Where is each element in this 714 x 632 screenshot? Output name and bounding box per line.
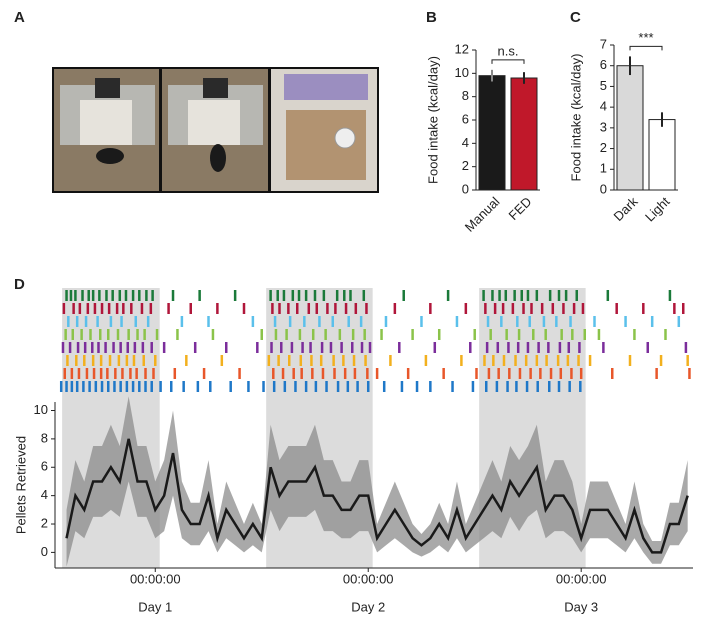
bar <box>478 75 506 191</box>
panel-label: B <box>426 9 437 26</box>
y-tick-label: 1 <box>600 161 607 176</box>
y-tick-label: 6 <box>462 111 469 126</box>
x-tick-label: Manual <box>462 194 503 235</box>
panel-label: C <box>570 9 581 26</box>
significance-bracket <box>491 59 525 64</box>
x-tick-label: FED <box>506 194 535 223</box>
x-tick-label: Dark <box>611 194 641 224</box>
photo-part <box>188 100 240 145</box>
x-tick-label: 00:00:00 <box>343 571 394 586</box>
photo-part <box>95 78 120 98</box>
y-axis-label: Food intake (kcal/day) <box>425 56 440 184</box>
y-tick-label: 0 <box>600 181 607 196</box>
bar <box>510 77 538 191</box>
x-tick-label: 00:00:00 <box>130 571 181 586</box>
panel-label: A <box>14 9 25 26</box>
y-tick-label: 6 <box>41 459 48 474</box>
photo-part <box>210 144 226 172</box>
annotation: *** <box>638 30 653 45</box>
y-tick-label: 8 <box>41 430 48 445</box>
y-tick-label: 5 <box>600 78 607 93</box>
panel-label: D <box>14 276 25 293</box>
y-tick-label: 6 <box>600 57 607 72</box>
photo-part <box>334 127 356 149</box>
photo-part <box>203 78 228 98</box>
y-tick-label: 8 <box>462 88 469 103</box>
bar <box>648 119 676 191</box>
day-label: Day 1 <box>138 599 172 614</box>
y-tick-label: 0 <box>462 181 469 196</box>
photo-part <box>286 110 366 180</box>
photo-part <box>96 148 124 164</box>
y-tick-label: 10 <box>34 402 48 417</box>
bar <box>616 65 644 191</box>
annotation: n.s. <box>498 43 519 58</box>
y-tick-label: 7 <box>600 36 607 51</box>
y-tick-label: 10 <box>455 65 469 80</box>
y-axis-label: Food intake (kcal/day) <box>568 54 583 182</box>
x-tick-label: 00:00:00 <box>556 571 607 586</box>
photos <box>52 67 379 193</box>
y-axis-label: Pellets Retrieved <box>13 436 28 534</box>
y-tick-label: 3 <box>600 119 607 134</box>
x-tick-label: Light <box>642 194 673 225</box>
photo-part <box>80 100 132 145</box>
day-label: Day 2 <box>351 599 385 614</box>
significance-bracket <box>629 45 663 51</box>
y-tick-label: 2 <box>600 140 607 155</box>
y-tick-label: 12 <box>455 41 469 56</box>
mean-line <box>65 438 689 554</box>
y-tick-label: 4 <box>41 487 48 502</box>
y-tick-label: 4 <box>600 99 607 114</box>
y-tick-label: 2 <box>462 158 469 173</box>
photo-part <box>284 74 368 100</box>
day-label: Day 3 <box>564 599 598 614</box>
y-tick-label: 4 <box>462 135 469 150</box>
y-tick-label: 0 <box>41 544 48 559</box>
y-tick-label: 2 <box>41 515 48 530</box>
